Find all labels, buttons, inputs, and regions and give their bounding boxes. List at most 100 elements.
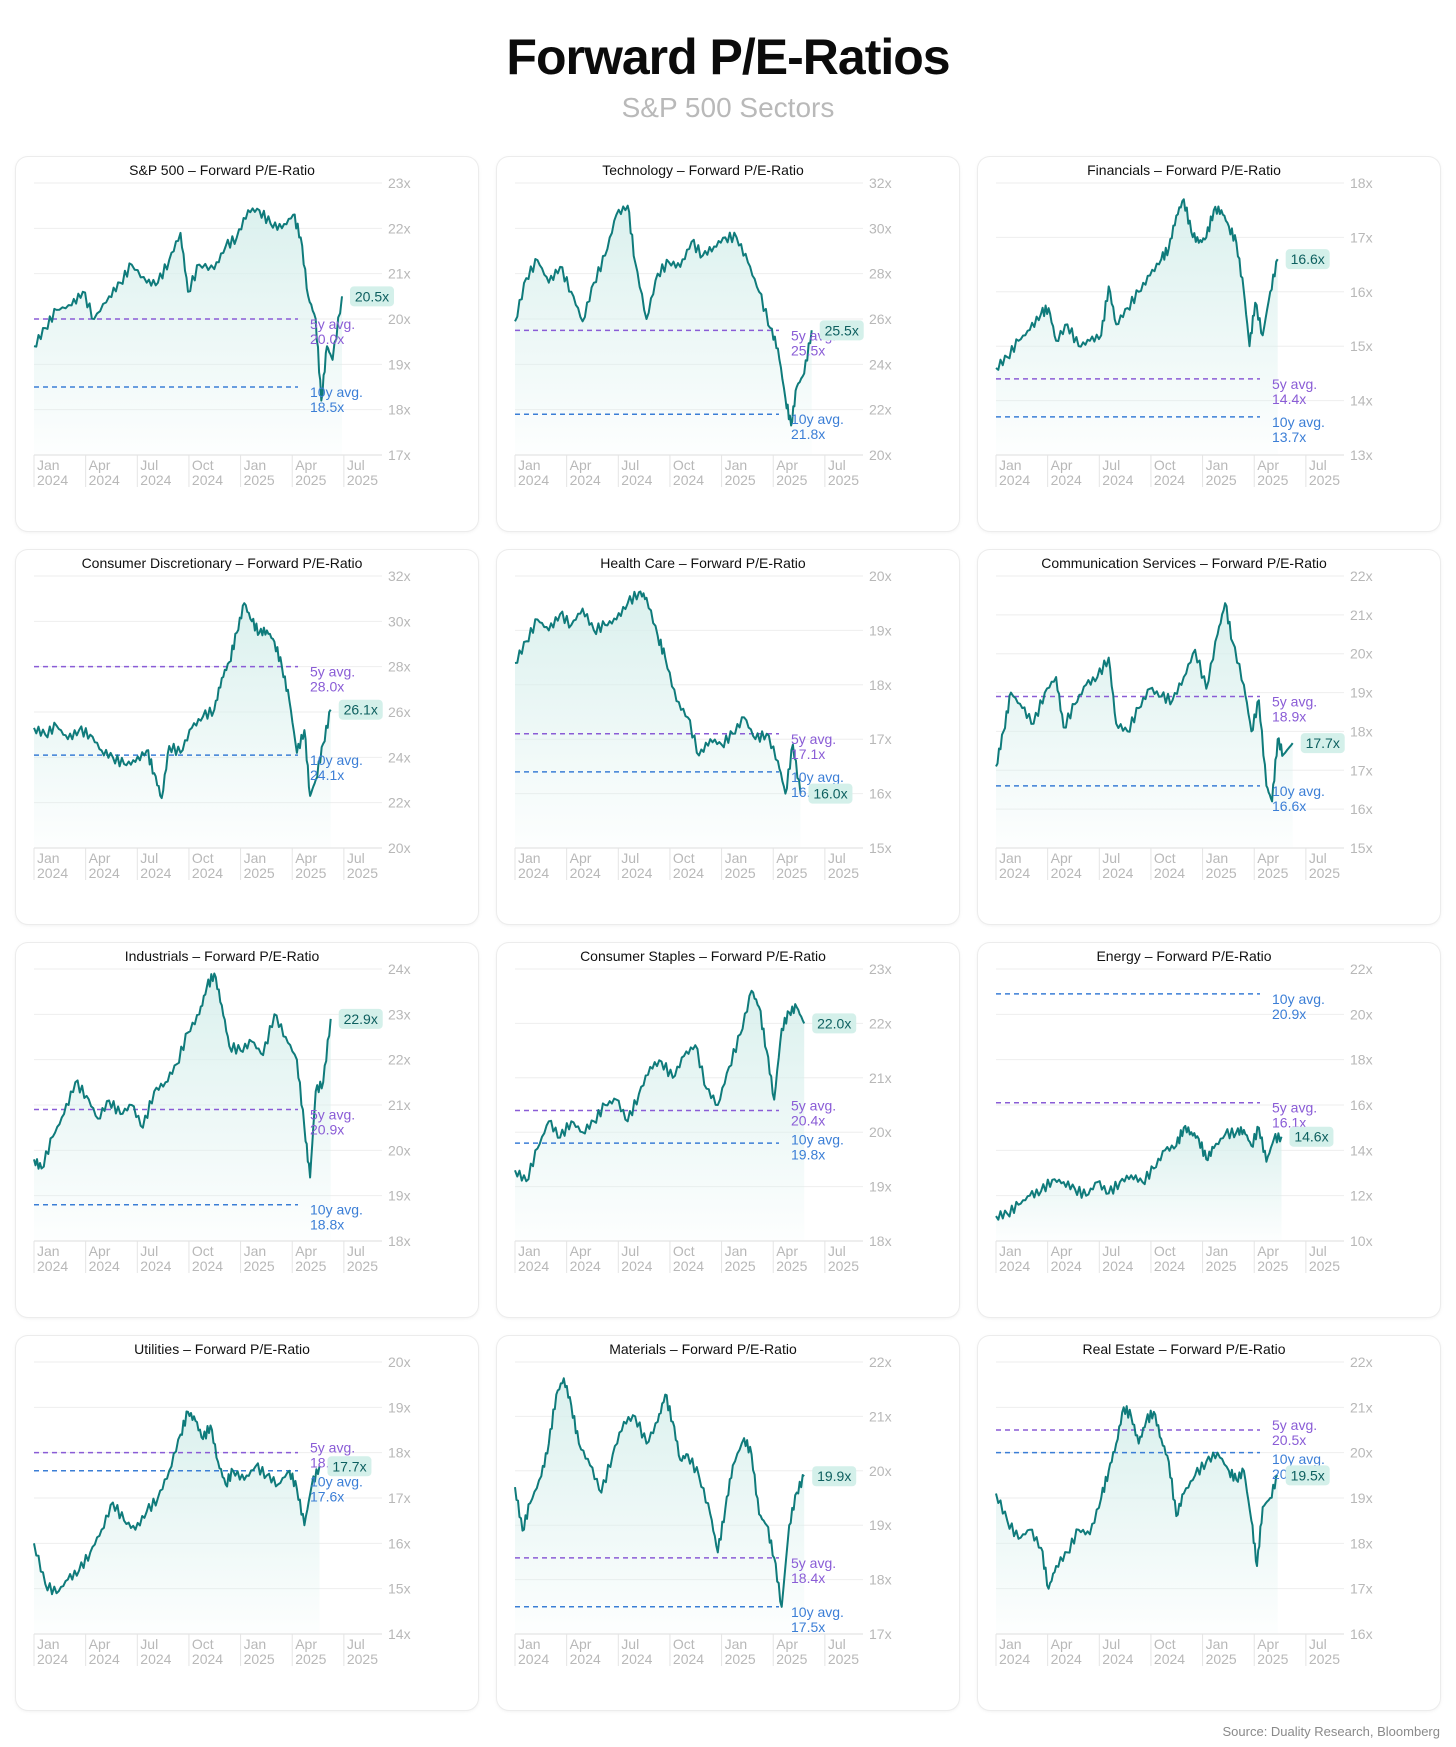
chart-panel: S&P 500 – Forward P/E-Ratio 17x 18x 19x 20x 2…: [16, 157, 478, 531]
x-tick-label-month: Jul: [828, 850, 846, 866]
x-tick-label-month: Jan: [1206, 850, 1229, 866]
five-year-avg-label: 5y avg.: [310, 664, 355, 680]
chart-title: Financials – Forward P/E-Ratio: [1087, 162, 1281, 178]
y-tick-label: 20x: [388, 311, 411, 327]
x-tick-label-year: 2025: [295, 865, 326, 881]
x-tick-label-year: 2024: [1051, 472, 1082, 488]
chart-svg: Industrials – Forward P/E-Ratio 18x 19x 20x…: [33, 948, 411, 1274]
ten-year-avg-label: 10y avg.: [1272, 783, 1325, 799]
y-tick-label: 24x: [869, 356, 892, 372]
x-tick-label-month: Jul: [828, 1243, 846, 1259]
chart-title: Energy – Forward P/E-Ratio: [1096, 948, 1271, 964]
x-tick-label-month: Apr: [1051, 1243, 1073, 1259]
ten-year-avg-value: 21.8x: [791, 426, 825, 442]
x-tick-label-month: Jan: [518, 1636, 541, 1652]
x-tick-label-month: Jan: [518, 457, 541, 473]
x-tick-label-month: Jan: [244, 1636, 267, 1652]
x-tick-label-year: 2025: [725, 1651, 756, 1667]
y-tick-label: 16x: [1350, 801, 1373, 817]
y-tick-label: 21x: [869, 1070, 892, 1086]
chart-panel: Materials – Forward P/E-Ratio 17x 18x 19x 20…: [497, 1336, 959, 1710]
x-tick-label-year: 2024: [140, 865, 171, 881]
y-tick-label: 20x: [1350, 1445, 1373, 1461]
series-area: [515, 990, 805, 1241]
x-tick-label-year: 2024: [621, 472, 652, 488]
chart-grid: S&P 500 – Forward P/E-Ratio 17x 18x 19x 20x 2…: [16, 157, 1440, 1714]
x-tick-label-month: Apr: [570, 457, 592, 473]
y-tick-label: 14x: [1350, 1142, 1373, 1158]
x-tick-label-year: 2024: [570, 472, 601, 488]
x-tick-label-month: Oct: [673, 1636, 695, 1652]
x-tick-label-year: 2025: [244, 865, 275, 881]
five-year-avg-label: 5y avg.: [310, 316, 355, 332]
y-tick-label: 18x: [869, 677, 892, 693]
x-tick-label-month: Apr: [295, 1636, 317, 1652]
series-area: [515, 591, 801, 848]
five-year-avg-value: 18.9x: [1272, 708, 1306, 724]
y-tick-label: 15x: [1350, 338, 1373, 354]
ten-year-avg-label: 10y avg.: [1272, 1451, 1325, 1467]
five-year-avg-label: 5y avg.: [791, 1097, 836, 1113]
x-tick-label-month: Jul: [347, 1636, 365, 1652]
x-tick-label-month: Oct: [192, 1243, 214, 1259]
y-tick-label: 20x: [869, 1463, 892, 1479]
chart-title: Technology – Forward P/E-Ratio: [602, 162, 804, 178]
last-value-badge: [338, 1008, 383, 1029]
x-tick-label-month: Jan: [37, 1636, 60, 1652]
x-tick-label-year: 2025: [295, 1651, 326, 1667]
x-tick-label-year: 2025: [1206, 1258, 1237, 1274]
series-line: [33, 1410, 321, 1596]
x-tick-label-year: 2024: [37, 1651, 68, 1667]
x-tick-label-month: Oct: [1154, 457, 1176, 473]
y-tick-label: 18x: [1350, 1052, 1373, 1068]
five-year-avg-value: 20.5x: [1272, 1432, 1306, 1448]
x-tick-label-year: 2025: [1309, 1651, 1340, 1667]
x-tick-label-year: 2025: [244, 1258, 275, 1274]
y-tick-label: 20x: [388, 1142, 411, 1158]
ten-year-avg-value: 24.1x: [310, 767, 344, 783]
x-tick-label-year: 2024: [89, 1258, 120, 1274]
last-value-label: 19.9x: [817, 1468, 851, 1484]
five-year-avg-label: 5y avg.: [310, 1107, 355, 1123]
chart-svg: Health Care – Forward P/E-Ratio 15x 16x 17x…: [514, 555, 892, 881]
x-tick-label-month: Oct: [192, 1636, 214, 1652]
x-tick-label-month: Jul: [140, 1636, 158, 1652]
y-tick-label: 32x: [869, 175, 892, 191]
chart-panel: Real Estate – Forward P/E-Ratio 16x 17x 18x…: [978, 1336, 1440, 1710]
x-tick-label-month: Oct: [673, 457, 695, 473]
y-tick-label: 19x: [1350, 1490, 1373, 1506]
x-tick-label-month: Jan: [999, 1636, 1022, 1652]
x-tick-label-month: Jan: [244, 1243, 267, 1259]
chart-title: Communication Services – Forward P/E-Rat…: [1041, 555, 1327, 571]
x-tick-label-year: 2024: [1051, 1651, 1082, 1667]
x-tick-label-month: Apr: [1257, 850, 1279, 866]
y-tick-label: 22x: [869, 402, 892, 418]
last-value-label: 20.5x: [355, 288, 389, 304]
x-tick-label-year: 2025: [828, 1258, 859, 1274]
x-tick-label-month: Jul: [1309, 1243, 1327, 1259]
x-tick-label-year: 2025: [776, 1651, 807, 1667]
series-area: [34, 603, 331, 848]
five-year-avg-label: 5y avg.: [791, 731, 836, 747]
ten-year-avg-label: 10y avg.: [791, 769, 844, 785]
last-value-label: 22.9x: [344, 1011, 378, 1027]
last-value-label: 22.0x: [817, 1015, 851, 1031]
last-value-label: 17.7x: [332, 1458, 366, 1474]
series-line: [33, 972, 332, 1179]
chart-svg: Consumer Staples – Forward P/E-Ratio 18x 1…: [514, 948, 892, 1274]
x-tick-label-year: 2025: [828, 1651, 859, 1667]
x-tick-label-year: 2024: [673, 1258, 704, 1274]
series-area: [34, 208, 342, 455]
x-tick-label-month: Jul: [140, 457, 158, 473]
x-tick-label-year: 2024: [999, 472, 1030, 488]
chart-title: Materials – Forward P/E-Ratio: [609, 1341, 797, 1357]
ten-year-avg-label: 10y avg.: [1272, 991, 1325, 1007]
y-tick-label: 16x: [388, 1535, 411, 1551]
x-tick-label-month: Jan: [244, 457, 267, 473]
x-tick-label-year: 2024: [570, 865, 601, 881]
x-tick-label-month: Jul: [621, 1243, 639, 1259]
last-value-label: 14.6x: [1294, 1129, 1328, 1145]
y-tick-label: 19x: [388, 1188, 411, 1204]
x-tick-label-month: Oct: [673, 850, 695, 866]
x-tick-label-month: Jul: [140, 850, 158, 866]
